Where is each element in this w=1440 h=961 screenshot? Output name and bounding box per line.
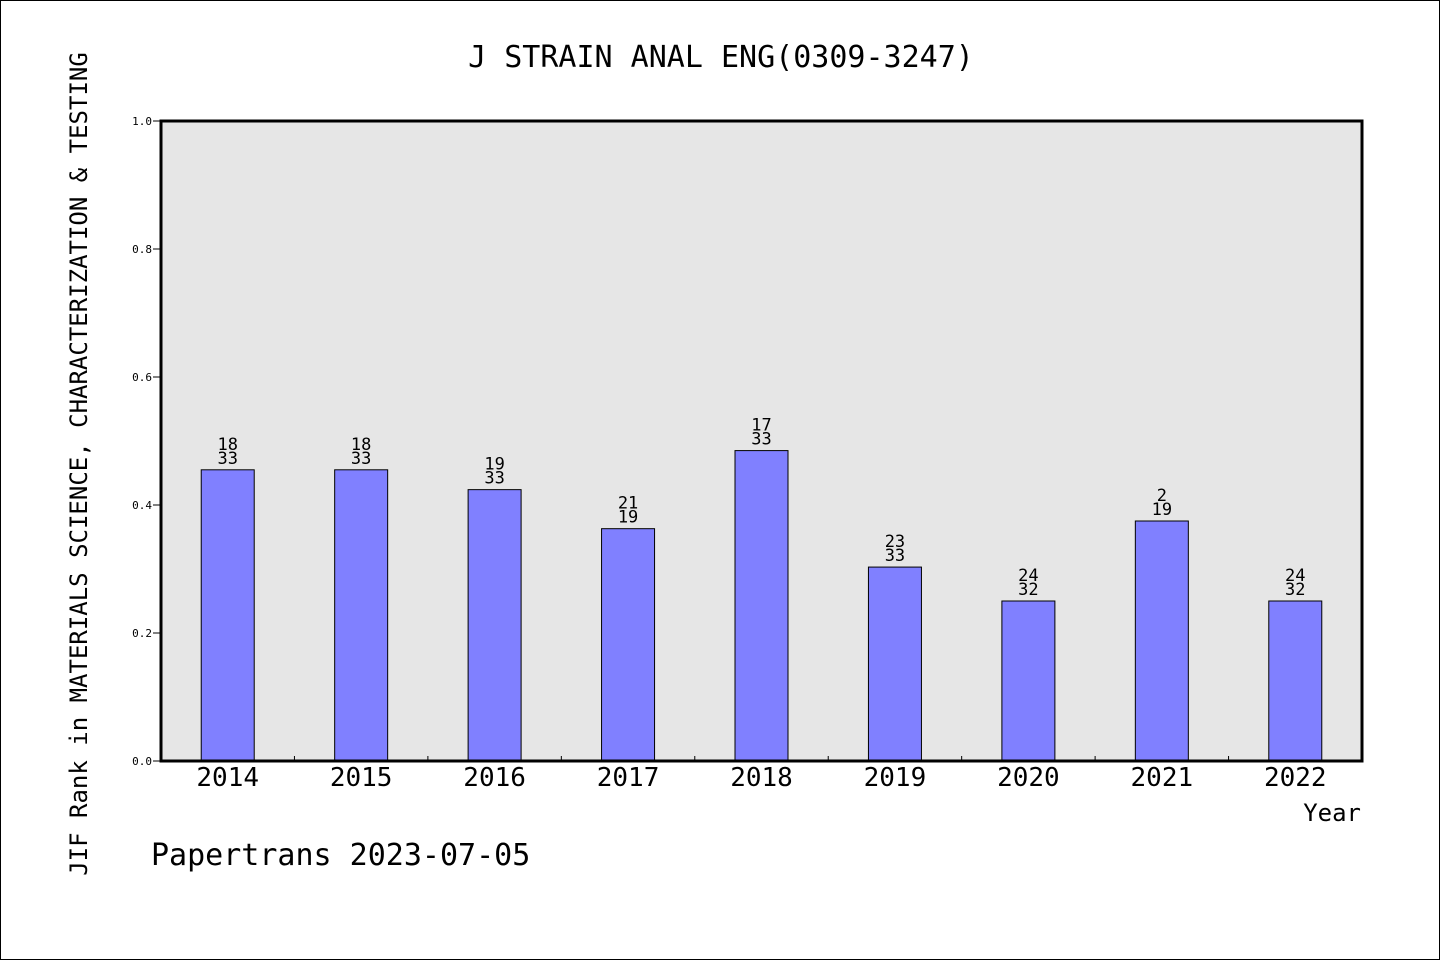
x-tick-label-2016: 2016 [463, 763, 526, 793]
bar-label-rank-2016: 19 [484, 455, 504, 475]
y-axis-label: JIF Rank in MATERIALS SCIENCE, CHARACTER… [65, 52, 93, 876]
x-tick-label-2020: 2020 [997, 763, 1060, 793]
bar-2019 [867, 566, 922, 762]
bar-label-total-2014: 33 [217, 449, 237, 469]
bar-label-total-2016: 33 [484, 469, 504, 489]
bar-label-rank-2022: 24 [1285, 566, 1305, 586]
bar-2014 [200, 469, 255, 762]
bar-label-total-2020: 32 [1018, 580, 1038, 600]
y-tick-label: 0.4 [132, 499, 152, 512]
bar-2022 [1268, 600, 1323, 762]
bar-label-total-2021: 19 [1152, 500, 1172, 520]
y-tick-label: 0.6 [132, 371, 152, 384]
chart-title: J STRAIN ANAL ENG(0309-3247) [468, 40, 974, 75]
x-tick-label-2015: 2015 [330, 763, 393, 793]
bar-2020 [1001, 600, 1056, 762]
x-tick-label-2017: 2017 [597, 763, 660, 793]
x-tick-label-2018: 2018 [730, 763, 793, 793]
bar-label-rank-2018: 17 [751, 416, 771, 436]
plot-border [159, 119, 1364, 763]
bar-2016 [467, 489, 522, 762]
x-axis-label: Year [1303, 799, 1361, 827]
bar-2017 [601, 528, 656, 762]
y-tick-label: 0.0 [132, 755, 152, 768]
y-tick-label: 1.0 [132, 115, 152, 128]
bar-2021 [1134, 520, 1189, 762]
bar-label-rank-2021: 2 [1157, 486, 1167, 506]
bar-label-rank-2015: 18 [351, 435, 371, 455]
bar-label-rank-2014: 18 [217, 435, 237, 455]
bar-2018 [734, 450, 789, 762]
bar-label-total-2015: 33 [351, 449, 371, 469]
bar-2015 [334, 469, 389, 762]
bar-label-rank-2017: 21 [618, 494, 638, 514]
y-tick-label: 0.8 [132, 243, 152, 256]
bar-label-total-2018: 33 [751, 430, 771, 450]
x-tick-label-2022: 2022 [1264, 763, 1327, 793]
bar-label-rank-2020: 24 [1018, 566, 1038, 586]
y-tick-label: 0.2 [132, 627, 152, 640]
bar-label-rank-2019: 23 [885, 532, 905, 552]
x-tick-label-2019: 2019 [864, 763, 927, 793]
x-tick-label-2021: 2021 [1131, 763, 1194, 793]
watermark-text: Papertrans 2023-07-05 [151, 838, 530, 873]
bar-label-total-2017: 19 [618, 508, 638, 528]
ticks-layer: 2014 2015 2016 2017 2018 2019 2020 2021 2022 0.0 0… [132, 115, 1326, 793]
x-tick-label-2014: 2014 [196, 763, 259, 793]
bars-layer [200, 450, 1323, 762]
bar-label-total-2019: 33 [885, 546, 905, 566]
bar-label-total-2022: 32 [1285, 580, 1305, 600]
